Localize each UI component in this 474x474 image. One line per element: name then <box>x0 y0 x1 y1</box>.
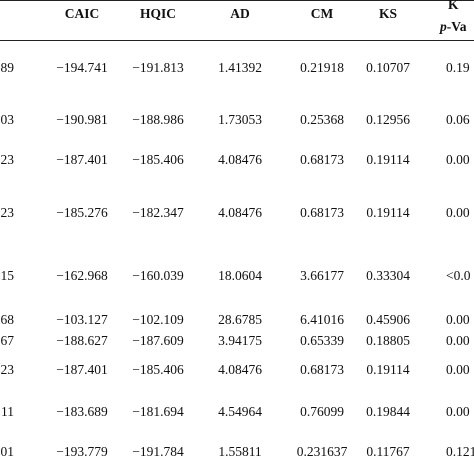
cell-caic: −187.401 <box>56 152 108 167</box>
cell-lead: 23 <box>0 205 15 220</box>
cell-ad: 4.08476 <box>218 205 262 220</box>
cell-cm: 0.21918 <box>300 60 344 75</box>
cell-ks-pvalue: 0.06 <box>446 112 470 127</box>
cell-lead: 68 <box>0 312 15 327</box>
cell-ks: 0.19114 <box>366 205 410 220</box>
cell-caic: −103.127 <box>56 312 108 327</box>
cell-hqic: −191.784 <box>132 444 184 459</box>
cell-ad: 18.0604 <box>218 268 262 283</box>
cell-ks: 0.19114 <box>366 152 410 167</box>
cell-hqic: −191.813 <box>132 60 184 75</box>
cell-ad: 1.73053 <box>218 112 262 127</box>
cell-lead: 67 <box>0 333 15 348</box>
header-top-rule <box>0 0 474 1</box>
cell-hqic: −187.609 <box>132 333 184 348</box>
cell-cm: 3.66177 <box>300 268 344 283</box>
cell-caic: −188.627 <box>56 333 108 348</box>
cell-ks-pvalue: 0.00 <box>446 333 470 348</box>
cell-lead: 11 <box>1 404 14 419</box>
cell-ks: 0.19114 <box>366 362 410 377</box>
header-ks-pvalue-top: K <box>448 0 459 12</box>
header-ks-pvalue-rest: -Va <box>446 19 467 34</box>
cell-caic: −194.741 <box>56 60 108 75</box>
header-hqic: HQIC <box>139 6 177 21</box>
cell-caic: −185.276 <box>56 205 108 220</box>
cell-lead: 23 <box>0 362 15 377</box>
cell-ad: 4.08476 <box>218 152 262 167</box>
cell-lead: 03 <box>0 112 15 127</box>
cell-ks-pvalue: 0.19 <box>446 60 470 75</box>
cell-hqic: −102.109 <box>132 312 184 327</box>
cell-caic: −187.401 <box>56 362 108 377</box>
cell-hqic: −181.694 <box>132 404 184 419</box>
cell-cm: 0.68173 <box>300 152 344 167</box>
cell-lead: 01 <box>0 444 15 459</box>
cell-hqic: −188.986 <box>132 112 184 127</box>
cell-cm: 6.41016 <box>300 312 344 327</box>
cell-cm: 0.231637 <box>296 444 348 459</box>
cell-ad: 3.94175 <box>218 333 262 348</box>
cell-ks-pvalue: 0.00 <box>446 404 470 419</box>
header-bottom-rule <box>0 40 474 41</box>
cell-cm: 0.68173 <box>300 205 344 220</box>
cell-cm: 0.65339 <box>300 333 344 348</box>
cell-ks: 0.18805 <box>366 333 410 348</box>
cell-ad: 1.41392 <box>218 60 262 75</box>
cell-caic: −183.689 <box>56 404 108 419</box>
header-ks-pvalue-p: p <box>440 19 447 34</box>
cell-ks-pvalue: <0.0 <box>446 268 471 283</box>
cell-ks: 0.33304 <box>366 268 410 283</box>
cell-hqic: −182.347 <box>132 205 184 220</box>
header-ad: AD <box>230 6 250 21</box>
cell-hqic: −185.406 <box>132 152 184 167</box>
cell-caic: −193.779 <box>56 444 108 459</box>
cell-ks-pvalue: 0.00 <box>446 362 470 377</box>
cell-ks: 0.19844 <box>366 404 410 419</box>
cell-cm: 0.25368 <box>300 112 344 127</box>
cell-caic: −162.968 <box>56 268 108 283</box>
cell-ks: 0.11767 <box>366 444 410 459</box>
cell-ks-pvalue: 0.00 <box>446 312 470 327</box>
cell-hqic: −185.406 <box>132 362 184 377</box>
cell-ks: 0.45906 <box>366 312 410 327</box>
cell-lead: 15 <box>0 268 15 283</box>
header-ks: KS <box>378 6 398 21</box>
cell-ks: 0.12956 <box>366 112 410 127</box>
cell-ks-pvalue: 0.121 <box>446 444 474 459</box>
cell-ks-pvalue: 0.00 <box>446 205 470 220</box>
cell-ad: 28.6785 <box>218 312 262 327</box>
header-cm: CM <box>310 6 334 21</box>
cell-cm: 0.68173 <box>300 362 344 377</box>
cell-lead: 89 <box>0 60 15 75</box>
header-caic: CAIC <box>64 6 100 21</box>
cell-ad: 4.08476 <box>218 362 262 377</box>
cell-hqic: −160.039 <box>132 268 184 283</box>
cell-ks: 0.10707 <box>366 60 410 75</box>
cell-ks-pvalue: 0.00 <box>446 152 470 167</box>
cell-ad: 1.55811 <box>218 444 262 459</box>
header-ks-pvalue-bottom: p-Va <box>440 19 467 35</box>
cell-cm: 0.76099 <box>300 404 344 419</box>
cell-ad: 4.54964 <box>218 404 262 419</box>
cell-caic: −190.981 <box>56 112 108 127</box>
cell-lead: 23 <box>0 152 15 167</box>
